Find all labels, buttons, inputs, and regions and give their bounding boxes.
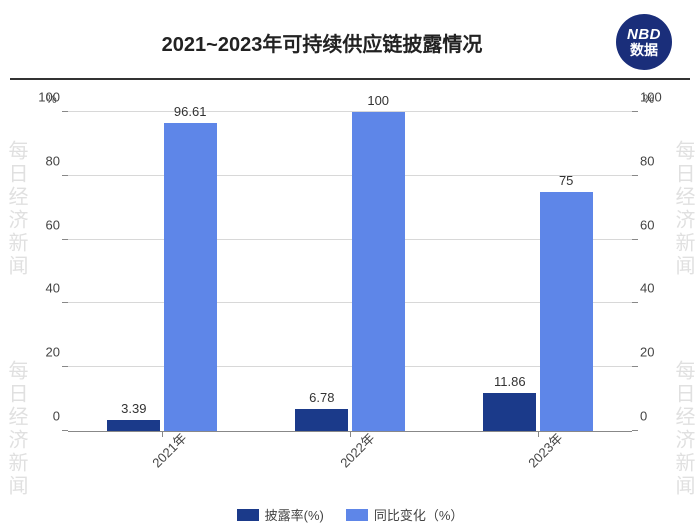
logo-line1: NBD: [627, 27, 661, 43]
ytick-right: 40: [632, 281, 654, 296]
legend: 披露率(%) 同比变化（%）: [0, 505, 700, 524]
nbd-logo: NBD 数据: [616, 14, 672, 70]
ytick-left: 20: [46, 345, 68, 360]
bar-value-label: 96.61: [174, 104, 207, 119]
ytick-right: 100: [632, 90, 662, 105]
legend-label: 同比变化（%）: [374, 505, 464, 524]
bar-group: 6.781002022年: [256, 112, 444, 431]
x-category-label: 2023年: [523, 428, 566, 471]
legend-swatch: [346, 509, 368, 521]
bar-group: 3.3996.612021年: [68, 112, 256, 431]
chart-header: 2021~2023年可持续供应链披露情况 NBD 数据: [10, 0, 690, 80]
x-category-label: 2022年: [335, 428, 378, 471]
ytick-right: 60: [632, 217, 654, 232]
bar-group: 11.86752023年: [444, 112, 632, 431]
ytick-right: 80: [632, 153, 654, 168]
bar: 6.78: [295, 409, 348, 431]
ytick-right: 0: [632, 409, 647, 424]
ytick-left: 100: [38, 90, 68, 105]
chart-area: % % 0020204040606080801001003.3996.61202…: [10, 90, 690, 490]
plot-region: 0020204040606080801001003.3996.612021年6.…: [68, 112, 632, 432]
legend-item: 同比变化（%）: [346, 505, 464, 524]
ytick-left: 0: [53, 409, 68, 424]
legend-item: 披露率(%): [237, 505, 324, 524]
ytick-left: 80: [46, 153, 68, 168]
bar: 96.61: [164, 123, 217, 431]
bar-value-label: 100: [367, 93, 389, 108]
ytick-left: 60: [46, 217, 68, 232]
bar: 3.39: [107, 420, 160, 431]
logo-line2: 数据: [630, 43, 658, 58]
chart-title: 2021~2023年可持续供应链披露情况: [28, 28, 616, 57]
bar-value-label: 3.39: [121, 401, 146, 416]
legend-swatch: [237, 509, 259, 521]
ytick-left: 40: [46, 281, 68, 296]
bar: 100: [352, 112, 405, 431]
bar-value-label: 6.78: [309, 390, 334, 405]
bar-value-label: 11.86: [494, 374, 526, 389]
legend-label: 披露率(%): [265, 505, 324, 524]
ytick-right: 20: [632, 345, 654, 360]
bar: 11.86: [483, 393, 536, 431]
x-category-label: 2021年: [147, 428, 190, 471]
bar: 75: [540, 192, 593, 431]
bar-value-label: 75: [559, 173, 573, 188]
